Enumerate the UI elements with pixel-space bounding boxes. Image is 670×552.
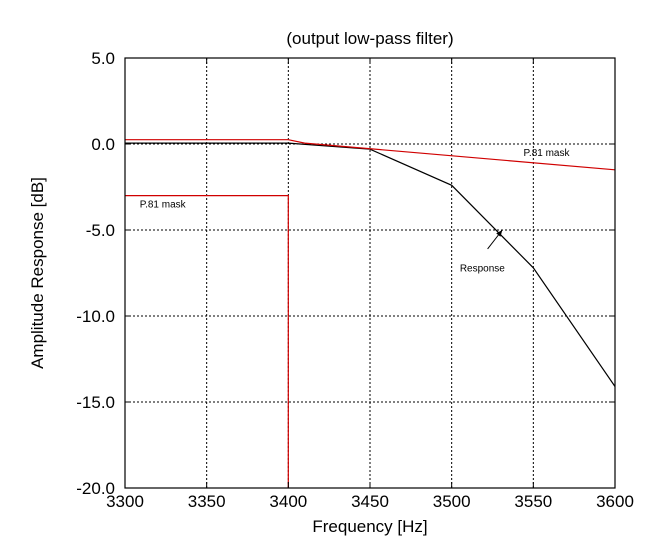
series-line-0	[125, 142, 616, 387]
x-tick-label: 3450	[351, 492, 389, 511]
chart-title: (output low-pass filter)	[286, 29, 453, 48]
y-tick-label: -20.0	[76, 479, 115, 498]
x-tick-label: 3400	[269, 492, 307, 511]
series-line-1	[125, 139, 616, 171]
y-tick-label: -15.0	[76, 393, 115, 412]
y-tick-label: 0.0	[91, 135, 115, 154]
grid	[125, 58, 615, 488]
annotation-label: P.81 mask	[524, 148, 571, 159]
series-line-2	[125, 195, 289, 488]
x-tick-label: 3500	[433, 492, 471, 511]
y-tick-label: -10.0	[76, 307, 115, 326]
x-tick-label: 3350	[188, 492, 226, 511]
x-tick-label: 3300	[106, 492, 144, 511]
y-tick-label: 5.0	[91, 49, 115, 68]
y-axis-title: Amplitude Response [dB]	[28, 177, 47, 369]
annotations: P.81 mask P.81 mask Response	[140, 148, 571, 274]
arrow-head	[496, 230, 503, 237]
annotation-label: Response	[460, 263, 505, 274]
annotation-label: P.81 mask	[140, 200, 187, 211]
ticks: 3300 3350 3400 3450 3500 3550 3600 5.0 0.0 -5.0 -1…	[76, 49, 634, 511]
series-layer	[125, 139, 616, 488]
x-tick-label: 3600	[596, 492, 634, 511]
x-axis-title: Frequency [Hz]	[312, 517, 427, 536]
y-tick-label: -5.0	[86, 221, 115, 240]
x-tick-label: 3550	[514, 492, 552, 511]
